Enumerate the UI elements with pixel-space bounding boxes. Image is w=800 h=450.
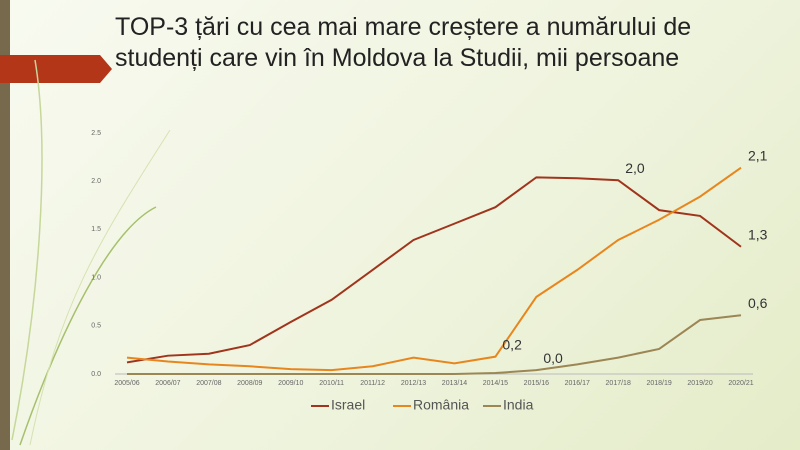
series-line (126, 166, 742, 372)
x-tick-label: 2019/20 (687, 380, 712, 387)
x-tick-label: 2005/06 (114, 380, 139, 387)
x-tick-label: 2020/21 (728, 380, 753, 387)
data-label: 0,2 (502, 336, 522, 352)
data-label: 0,0 (543, 350, 563, 366)
x-tick-label: 2007/08 (196, 380, 221, 387)
data-label: 2,1 (748, 147, 768, 163)
x-tick-label: 2011/12 (360, 380, 385, 387)
data-label: 1,3 (748, 226, 768, 242)
y-tick-label: 2.0 (91, 178, 101, 185)
y-tick-label: 0.5 (91, 323, 101, 330)
decor-curve (11, 59, 43, 441)
data-label: 0,6 (748, 295, 768, 311)
series-line (126, 176, 742, 364)
x-tick-label: 2013/14 (442, 380, 467, 387)
x-tick-label: 2012/13 (401, 380, 426, 387)
x-tick-label: 2014/15 (483, 380, 508, 387)
decor-curve (29, 129, 171, 446)
legend-label: India (503, 397, 534, 413)
y-tick-label: 0.0 (91, 371, 101, 378)
y-tick-label: 2.5 (91, 130, 101, 137)
x-tick-label: 2015/16 (524, 380, 549, 387)
x-tick-label: 2009/10 (278, 380, 303, 387)
chart-title: TOP-3 țări cu cea mai mare creștere a nu… (115, 13, 692, 72)
y-tick-label: 1.0 (91, 274, 101, 281)
x-tick-label: 2006/07 (155, 380, 180, 387)
decor-curve (19, 206, 157, 446)
series-line (127, 314, 742, 375)
x-tick-label: 2018/19 (646, 380, 671, 387)
x-tick-label: 2008/09 (237, 380, 262, 387)
side-bar (0, 0, 10, 450)
x-tick-label: 2010/11 (319, 380, 344, 387)
data-label: 2,0 (625, 160, 645, 176)
x-tick-label: 2017/18 (606, 380, 631, 387)
legend-label: România (413, 397, 469, 413)
x-tick-label: 2016/17 (565, 380, 590, 387)
y-tick-label: 1.5 (91, 226, 101, 233)
legend-label: Israel (331, 397, 365, 413)
title-arrow (0, 55, 112, 83)
